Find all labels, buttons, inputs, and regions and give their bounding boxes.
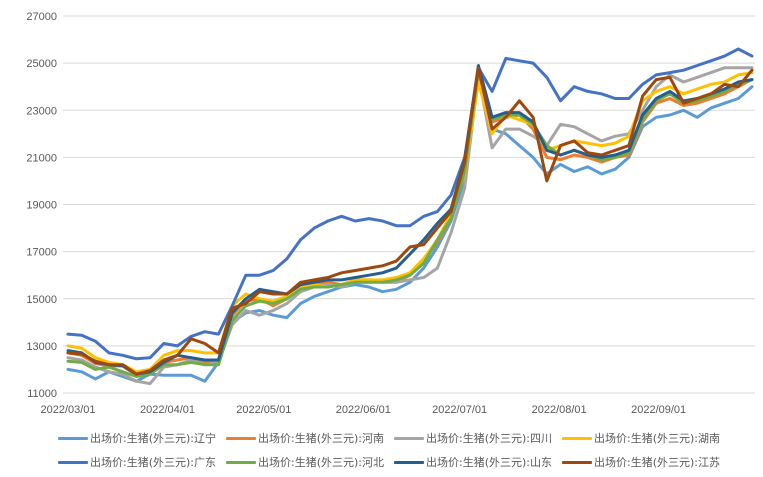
x-axis: 2022/03/01 2022/04/01 2022/05/01 2022/06/01… (40, 404, 686, 416)
legend-item-sichuan[interactable]: 出场价:生猪(外三元):四川 (394, 430, 562, 446)
legend-label: 出场价:生猪(外三元):辽宁 (90, 432, 216, 445)
legend-item-hunan[interactable]: 出场价:生猪(外三元):湖南 (562, 430, 730, 446)
y-tick-label: 27000 (26, 11, 57, 23)
series-line[interactable] (66, 66, 754, 376)
legend-item-guangdong[interactable]: 出场价:生猪(外三元):广东 (58, 454, 226, 470)
x-tick-label: 2022/06/01 (336, 404, 391, 416)
y-tick-label: 15000 (26, 294, 57, 306)
legend-swatch (58, 460, 88, 464)
legend-row-2: 出场价:生猪(外三元):广东 出场价:生猪(外三元):河北 出场价:生猪(外三元… (58, 450, 758, 474)
legend-label: 出场价:生猪(外三元):河北 (258, 456, 384, 469)
legend-label: 出场价:生猪(外三元):山东 (426, 456, 552, 469)
legend: 出场价:生猪(外三元):辽宁 出场价:生猪(外三元):河南 出场价:生猪(外三元… (58, 426, 758, 474)
y-tick-label: 13000 (26, 341, 57, 353)
series-line[interactable] (66, 47, 754, 361)
legend-swatch (226, 460, 256, 464)
legend-row-1: 出场价:生猪(外三元):辽宁 出场价:生猪(外三元):河南 出场价:生猪(外三元… (58, 426, 758, 450)
gridlines (63, 15, 755, 394)
y-axis: 11000 13000 15000 17000 19000 21000 23000 25000… (26, 11, 57, 400)
legend-label: 出场价:生猪(外三元):广东 (90, 456, 216, 469)
y-tick-label: 11000 (27, 388, 57, 400)
y-tick-label: 17000 (26, 247, 57, 259)
legend-swatch (562, 460, 592, 464)
legend-swatch (58, 436, 88, 440)
y-tick-label: 21000 (26, 152, 57, 164)
legend-item-henan[interactable]: 出场价:生猪(外三元):河南 (226, 430, 394, 446)
series-line[interactable] (66, 71, 754, 374)
series-line[interactable] (66, 73, 754, 383)
legend-label: 出场价:生猪(外三元):江苏 (594, 456, 720, 469)
legend-swatch (226, 436, 256, 440)
legend-label: 出场价:生猪(外三元):四川 (426, 432, 552, 445)
x-tick-label: 2022/05/01 (236, 404, 291, 416)
legend-swatch (394, 460, 424, 464)
legend-item-liaoning[interactable]: 出场价:生猪(外三元):辽宁 (58, 430, 226, 446)
x-tick-label: 2022/07/01 (432, 404, 487, 416)
series-lines (66, 47, 754, 386)
x-tick-label: 2022/04/01 (140, 404, 195, 416)
x-tick-label: 2022/08/01 (532, 404, 587, 416)
legend-label: 出场价:生猪(外三元):河南 (258, 432, 384, 445)
legend-label: 出场价:生猪(外三元):湖南 (594, 432, 720, 445)
x-tick-label: 2022/09/01 (631, 404, 686, 416)
legend-swatch (394, 436, 424, 440)
legend-item-shandong[interactable]: 出场价:生猪(外三元):山东 (394, 454, 562, 470)
y-tick-label: 25000 (26, 58, 57, 70)
y-tick-label: 23000 (26, 105, 57, 117)
series-line[interactable] (66, 68, 754, 378)
legend-item-jiangsu[interactable]: 出场价:生猪(外三元):江苏 (562, 454, 730, 470)
x-tick-label: 2022/03/01 (40, 404, 95, 416)
y-tick-label: 19000 (26, 200, 57, 212)
legend-swatch (562, 436, 592, 440)
legend-item-hebei[interactable]: 出场价:生猪(外三元):河北 (226, 454, 394, 470)
series-line[interactable] (66, 64, 754, 376)
